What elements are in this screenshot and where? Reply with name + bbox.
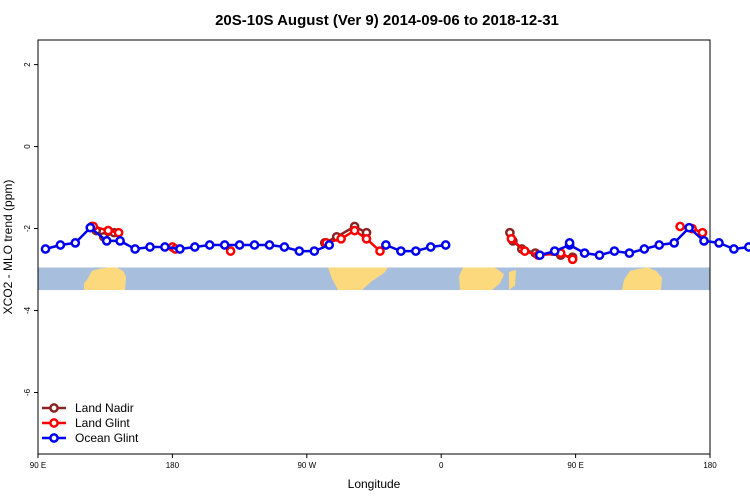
x-tick-label: 90 W [297, 461, 316, 470]
land-mass [459, 267, 504, 290]
data-point-land-glint [103, 225, 114, 236]
y-axis-label: XCO2 - MLO trend (ppm) [1, 180, 15, 315]
legend-marker [49, 403, 59, 413]
data-point-ocean-glint [743, 242, 750, 252]
data-point-land-glint [697, 227, 708, 238]
land-mass [84, 267, 126, 290]
data-point-ocean-glint [729, 244, 739, 254]
legend-label: Land Nadir [75, 401, 134, 415]
data-point-ocean-glint [160, 242, 170, 252]
series-line-land-nadir [324, 225, 368, 245]
data-point-ocean-glint [40, 244, 51, 254]
data-point-land-glint [349, 225, 360, 236]
legend-item-land-nadir: Land Nadir [42, 401, 134, 415]
data-point-land-glint [675, 221, 685, 232]
legend-marker [49, 433, 59, 443]
data-point-ocean-glint [669, 238, 680, 248]
data-point-ocean-glint [55, 240, 66, 250]
chart-title: 20S-10S August (Ver 9) 2014-09-06 to 201… [215, 12, 559, 29]
data-point-ocean-glint [564, 238, 575, 248]
legend-item-ocean-glint: Ocean Glint [42, 431, 139, 445]
plot-frame [37, 39, 711, 455]
data-point-ocean-glint [234, 240, 245, 250]
data-point-ocean-glint [85, 222, 96, 233]
data-point-ocean-glint [189, 242, 200, 252]
legend-label: Ocean Glint [75, 431, 139, 445]
x-tick-label: 180 [703, 461, 717, 470]
data-point-land-glint [567, 254, 578, 265]
data-point-land-glint [225, 246, 236, 256]
data-point-land-glint [336, 233, 346, 244]
data-point-ocean-glint [115, 236, 125, 246]
data-point-ocean-glint [624, 248, 635, 258]
data-point-ocean-glint [396, 246, 406, 256]
data-point-ocean-glint [101, 236, 112, 246]
data-point-ocean-glint [594, 250, 605, 261]
data-point-ocean-glint [699, 236, 709, 246]
data-point-ocean-glint [219, 240, 230, 250]
data-point-ocean-glint [279, 242, 290, 252]
data-point-ocean-glint [684, 222, 694, 233]
data-point-ocean-glint [639, 244, 650, 254]
data-point-land-glint [113, 227, 124, 238]
series-layer [40, 221, 750, 265]
data-point-land-glint [375, 246, 385, 256]
data-point-land-glint [506, 233, 517, 244]
x-axis: 90 E 180 90 W 0 90 E 180 [30, 454, 717, 470]
data-point-ocean-glint [534, 250, 545, 261]
x-axis-label: Longitude [348, 477, 401, 491]
data-point-ocean-glint [410, 246, 421, 256]
data-point-ocean-glint [294, 246, 305, 256]
data-point-ocean-glint [130, 244, 140, 254]
x-tick-label: 0 [439, 461, 444, 470]
land-mass [328, 267, 388, 290]
y-axis: 2 0 -2 -4 -6 [23, 62, 38, 396]
data-point-ocean-glint [609, 246, 620, 256]
data-point-ocean-glint [549, 246, 560, 256]
data-point-ocean-glint [381, 240, 391, 250]
data-point-ocean-glint [175, 244, 185, 254]
y-tick-label: -6 [23, 388, 32, 396]
x-tick-label: 90 E [30, 461, 46, 470]
y-tick-label: 2 [23, 62, 32, 67]
data-point-land-glint [361, 233, 372, 244]
data-point-ocean-glint [145, 242, 155, 252]
map-strip [38, 267, 710, 291]
series-ocean-glint [40, 222, 750, 261]
y-tick-label: 0 [23, 144, 32, 149]
y-tick-label: -2 [23, 224, 32, 232]
land-mass [509, 269, 516, 290]
x-tick-label: 90 E [567, 461, 583, 470]
data-point-land-glint [519, 246, 530, 256]
y-tick-label: -4 [23, 306, 32, 314]
legend-marker [49, 418, 59, 428]
x-tick-label: 180 [166, 461, 180, 470]
data-point-ocean-glint [324, 240, 335, 250]
data-point-ocean-glint [204, 240, 215, 250]
series-line-ocean-glint [539, 226, 750, 257]
data-point-ocean-glint [309, 246, 320, 256]
data-point-ocean-glint [70, 238, 81, 248]
data-point-ocean-glint [264, 240, 275, 250]
legend-label: Land Glint [75, 416, 130, 430]
data-point-ocean-glint [654, 240, 665, 250]
land-mass [622, 267, 662, 290]
data-point-ocean-glint [249, 240, 260, 250]
legend-item-land-glint: Land Glint [42, 416, 130, 430]
data-point-ocean-glint [714, 238, 724, 248]
data-point-ocean-glint [440, 240, 451, 250]
data-point-ocean-glint [579, 248, 590, 258]
series-land-glint [88, 221, 708, 265]
data-point-ocean-glint [425, 242, 436, 252]
